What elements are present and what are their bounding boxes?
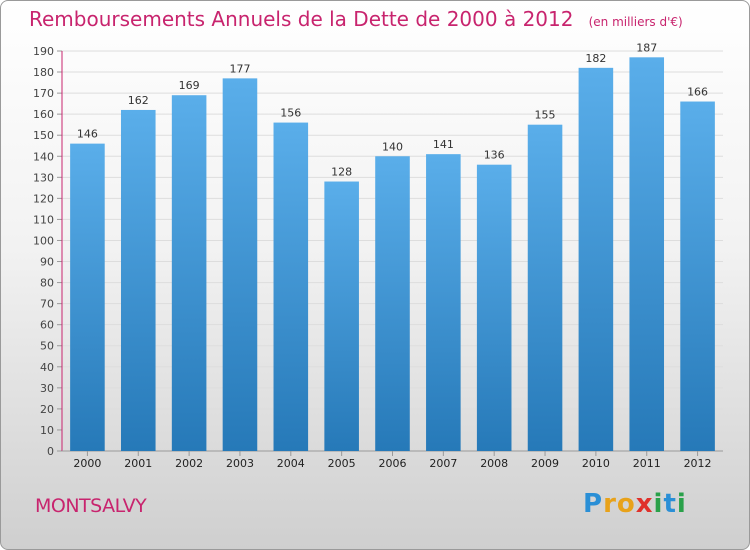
y-tick-label: 30 [40, 382, 54, 395]
y-tick-label: 50 [40, 340, 54, 353]
y-tick-label: 100 [33, 234, 54, 247]
bar-2010 [578, 67, 614, 451]
x-tick-label: 2011 [633, 457, 661, 470]
bar-2002 [171, 95, 207, 452]
chart-unit: (en milliers d'€) [588, 15, 683, 29]
bar-value-label: 166 [687, 86, 708, 99]
y-tick-label: 40 [40, 361, 54, 374]
logo-letter: r [603, 489, 617, 519]
bar-2000 [70, 143, 105, 451]
chart-title: Remboursements Annuels de la Dette de 20… [29, 7, 574, 31]
logo-letter: i [676, 489, 687, 519]
y-tick-label: 60 [40, 319, 54, 332]
y-tick-label: 90 [40, 256, 54, 269]
bar-2011 [629, 57, 665, 451]
bar-value-label: 156 [280, 107, 301, 120]
bar-value-label: 141 [433, 138, 454, 151]
bar-value-label: 182 [585, 52, 606, 65]
y-tick-label: 160 [33, 108, 54, 121]
bar-value-label: 136 [484, 149, 505, 162]
x-tick-label: 2000 [73, 457, 101, 470]
bar-value-label: 162 [128, 94, 149, 107]
proxiti-logo: Proxiti [583, 489, 687, 519]
bars [70, 57, 715, 452]
bar-2006 [375, 156, 410, 451]
x-tick-label: 2001 [124, 457, 152, 470]
y-tick-label: 130 [33, 171, 54, 184]
bar-value-label: 128 [331, 166, 352, 179]
x-tick-label: 2004 [277, 457, 305, 470]
y-tick-label: 20 [40, 403, 54, 416]
y-tick-label: 150 [33, 129, 54, 142]
bar-2007 [426, 154, 461, 451]
bar-value-label: 177 [229, 62, 250, 75]
commune-name: MONTSALVY [35, 495, 147, 517]
bar-2003 [222, 78, 258, 452]
logo-letter: i [653, 489, 664, 519]
x-tick-label: 2009 [531, 457, 559, 470]
bar-value-label: 187 [636, 41, 657, 54]
bar-value-label: 169 [179, 79, 200, 92]
bar-2009 [527, 124, 563, 452]
x-tick-label: 2002 [175, 457, 203, 470]
logo-letter: x [635, 489, 654, 519]
bar-2008 [476, 164, 512, 451]
logo-letter: t [663, 489, 677, 519]
bar-2004 [273, 122, 309, 451]
x-tick-label: 2005 [328, 457, 356, 470]
y-tick-label: 170 [33, 87, 54, 100]
bar-value-label: 146 [77, 128, 98, 141]
x-tick-label: 2012 [684, 457, 712, 470]
bar-2012 [680, 101, 715, 452]
logo-letter: P [583, 489, 604, 519]
y-tick-label: 0 [47, 445, 54, 458]
y-tick-label: 10 [40, 424, 54, 437]
y-tick-label: 70 [40, 298, 54, 311]
y-tick-label: 120 [33, 192, 54, 205]
bar-labels: 146 162 169 177 156 128 140 141 136 155 182 187 166 [77, 41, 708, 178]
y-tick-label: 190 [33, 45, 54, 58]
y-tick-label: 110 [33, 213, 54, 226]
x-tick-label: 2003 [226, 457, 254, 470]
y-tick-label: 180 [33, 66, 54, 79]
bar-2005 [324, 181, 359, 452]
x-tick-label: 2007 [429, 457, 457, 470]
bar-2001 [120, 109, 156, 452]
x-tick-label: 2010 [582, 457, 610, 470]
x-tick-label: 2006 [379, 457, 407, 470]
logo-letter: o [616, 489, 636, 519]
title-block: Remboursements Annuels de la Dette de 20… [29, 7, 683, 31]
y-tick-label: 140 [33, 150, 54, 163]
bar-value-label: 155 [535, 109, 556, 122]
y-tick-label: 80 [40, 277, 54, 290]
bar-value-label: 140 [382, 140, 403, 153]
x-tick-label: 2008 [480, 457, 508, 470]
